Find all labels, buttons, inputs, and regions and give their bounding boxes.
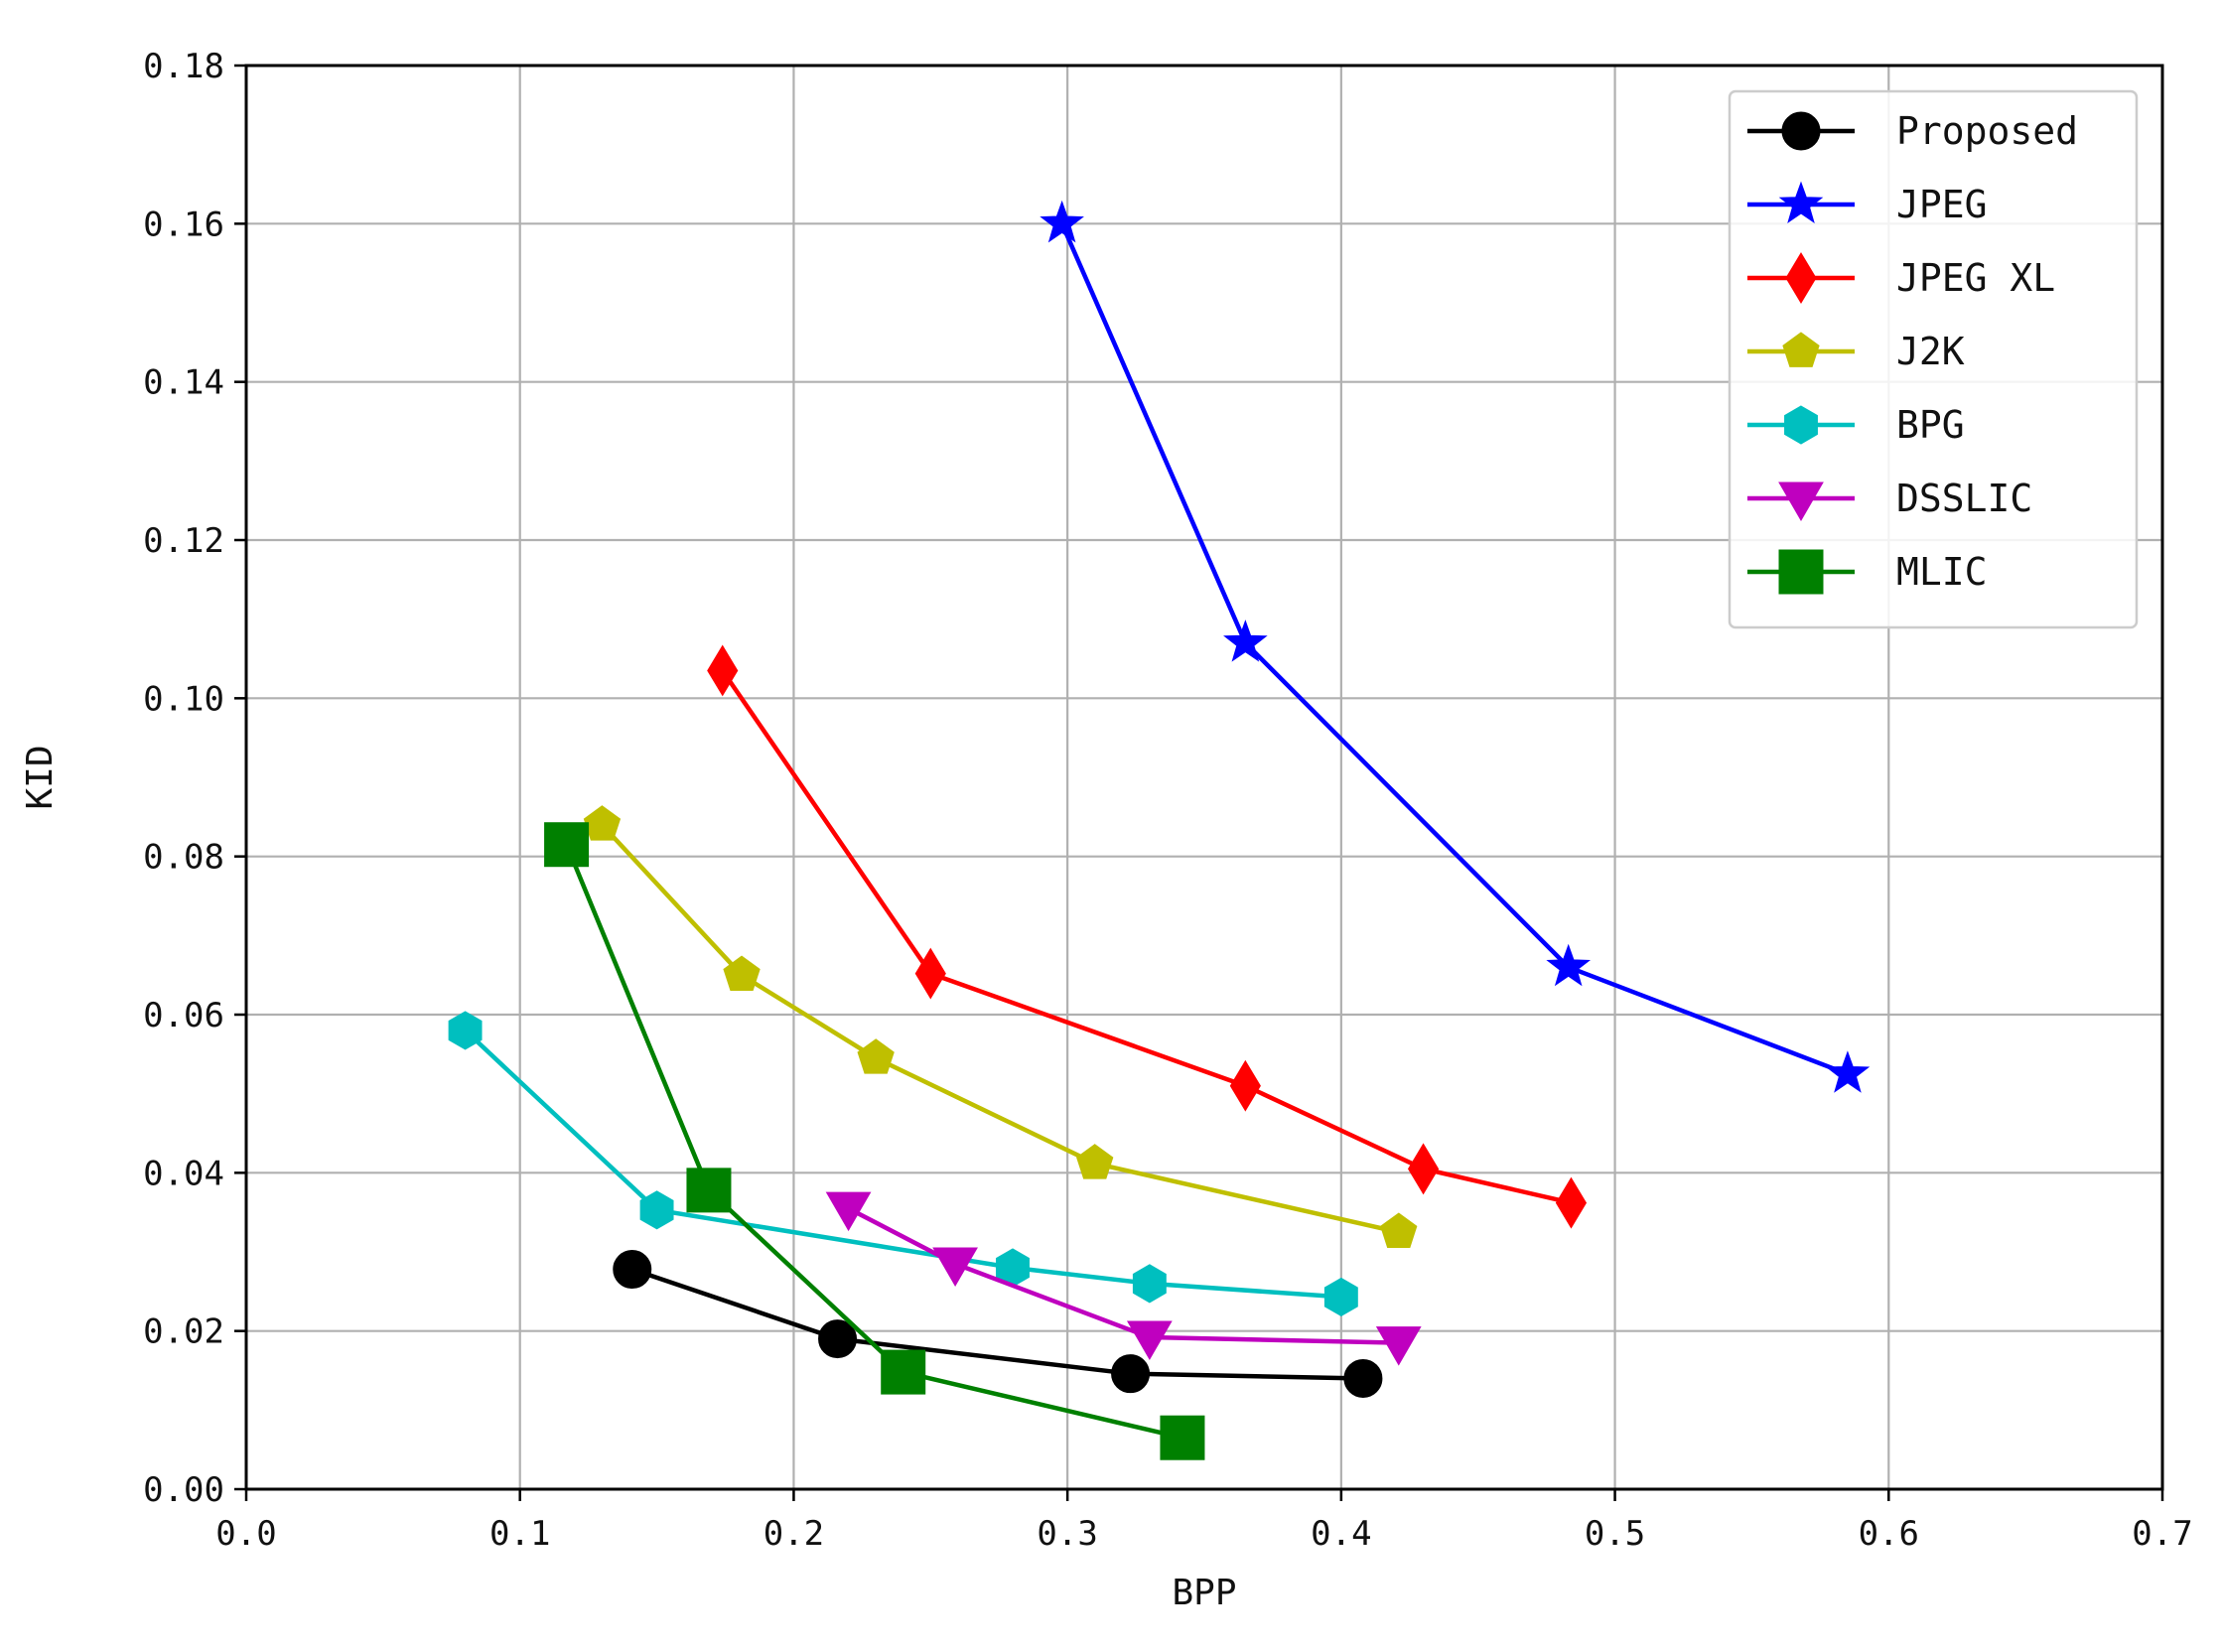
legend-marker-j2k — [1782, 332, 1820, 367]
data-point-dsslic — [1375, 1326, 1422, 1366]
series-line-jpeg — [1059, 222, 1849, 1076]
data-point-jpeg — [1546, 943, 1592, 987]
plot-frame — [244, 64, 2164, 1491]
legend-label: J2K — [1896, 330, 1965, 373]
legend-item-proposed: Proposed — [1747, 109, 2078, 153]
series-line-proposed — [631, 1267, 1363, 1381]
data-point-j2k — [723, 955, 761, 992]
legend-marker-jpeg-xl — [1785, 252, 1817, 304]
data-point-jpeg — [1223, 620, 1268, 662]
legend-label: JPEG — [1896, 183, 1988, 226]
legend-label: BPG — [1896, 403, 1965, 447]
x-tick-label: 0.3 — [1037, 1514, 1097, 1554]
legend-marker-jpeg — [1778, 181, 1824, 223]
data-point-mlic — [881, 1349, 926, 1395]
series-dsslic — [825, 1191, 1422, 1366]
series-j2k — [583, 805, 1418, 1248]
y-tick-label: 0.12 — [143, 521, 224, 561]
y-tick-label: 0.00 — [143, 1470, 224, 1510]
data-point-proposed — [1343, 1358, 1383, 1398]
y-tick-label: 0.08 — [143, 838, 224, 878]
legend-label: JPEG XL — [1896, 256, 2055, 300]
x-tick-label: 0.6 — [1859, 1514, 1919, 1554]
data-point-j2k — [1380, 1212, 1418, 1248]
data-point-proposed — [1111, 1354, 1151, 1394]
legend-marker-bpg — [1784, 405, 1818, 445]
series-mlic — [544, 822, 1205, 1460]
legend-frame — [1728, 89, 2139, 629]
y-tick-label: 0.10 — [143, 679, 224, 719]
x-tick-label: 0.1 — [489, 1514, 550, 1554]
data-point-mlic — [544, 822, 590, 868]
legend-item-bpg: BPG — [1747, 403, 1965, 447]
series-jpeg — [1040, 200, 1871, 1093]
data-point-jpeg-xl — [914, 947, 946, 1000]
x-axis-label: BPP — [1172, 1573, 1236, 1613]
x-tick-label: 0.0 — [215, 1514, 276, 1554]
series-line-dsslic — [847, 1206, 1399, 1345]
data-point-jpeg-xl — [1555, 1176, 1588, 1229]
data-point-dsslic — [1126, 1320, 1173, 1361]
data-point-jpeg-xl — [1407, 1143, 1440, 1195]
legend-marker-dsslic — [1778, 482, 1824, 521]
data-point-bpg — [639, 1190, 674, 1230]
legend-label: Proposed — [1896, 109, 2078, 153]
y-tick-label: 0.14 — [143, 363, 224, 403]
data-point-mlic — [686, 1168, 732, 1213]
y-axis-label: KID — [20, 745, 61, 809]
data-point-dsslic — [932, 1247, 978, 1287]
data-point-bpg — [1323, 1277, 1358, 1316]
y-tick-label: 0.02 — [143, 1312, 224, 1352]
y-tick-label: 0.18 — [143, 47, 224, 86]
x-tick-label: 0.5 — [1585, 1514, 1645, 1554]
legend-item-jpeg: JPEG — [1747, 181, 1988, 226]
legend-item-j2k: J2K — [1747, 330, 1965, 373]
data-point-mlic — [1160, 1415, 1205, 1460]
legend-label: DSSLIC — [1896, 477, 2032, 520]
x-tick-label: 0.7 — [2132, 1514, 2192, 1554]
legend-item-jpeg-xl: JPEG XL — [1747, 252, 2055, 304]
legend-item-mlic: MLIC — [1747, 549, 1988, 595]
data-point-bpg — [1132, 1264, 1167, 1304]
series-line-mlic — [564, 843, 1183, 1441]
series-proposed — [613, 1250, 1383, 1398]
series-bpg — [448, 1011, 1358, 1316]
legend-marker-proposed — [1781, 111, 1821, 151]
data-point-jpeg — [1825, 1050, 1871, 1093]
legend-label: MLIC — [1896, 550, 1988, 594]
data-point-bpg — [448, 1011, 483, 1050]
series-jpeg-xl — [707, 644, 1588, 1229]
data-point-jpeg-xl — [1229, 1059, 1261, 1112]
data-point-jpeg-xl — [707, 644, 739, 697]
data-point-j2k — [1076, 1144, 1114, 1179]
x-tick-label: 0.2 — [763, 1514, 824, 1554]
legend-item-dsslic: DSSLIC — [1747, 477, 2032, 521]
series-layer — [448, 200, 1871, 1460]
legend: Proposed JPEG JPEG XL J2K BPG DSSLIC MLIC — [1728, 89, 2139, 629]
data-point-proposed — [613, 1250, 652, 1290]
data-point-proposed — [818, 1319, 858, 1359]
tick-layer: 0.0 0.1 0.2 0.3 0.4 0.5 0.6 0.7 0.00 0.02 0.04 0.06… — [143, 47, 2193, 1554]
y-tick-label: 0.16 — [143, 205, 224, 244]
legend-marker-mlic — [1778, 549, 1824, 595]
data-point-j2k — [583, 805, 622, 841]
x-tick-label: 0.4 — [1311, 1514, 1371, 1554]
data-point-j2k — [857, 1038, 895, 1074]
y-tick-label: 0.04 — [143, 1154, 224, 1193]
data-point-dsslic — [825, 1191, 872, 1232]
y-tick-label: 0.06 — [143, 996, 224, 1035]
data-point-jpeg — [1040, 200, 1084, 243]
